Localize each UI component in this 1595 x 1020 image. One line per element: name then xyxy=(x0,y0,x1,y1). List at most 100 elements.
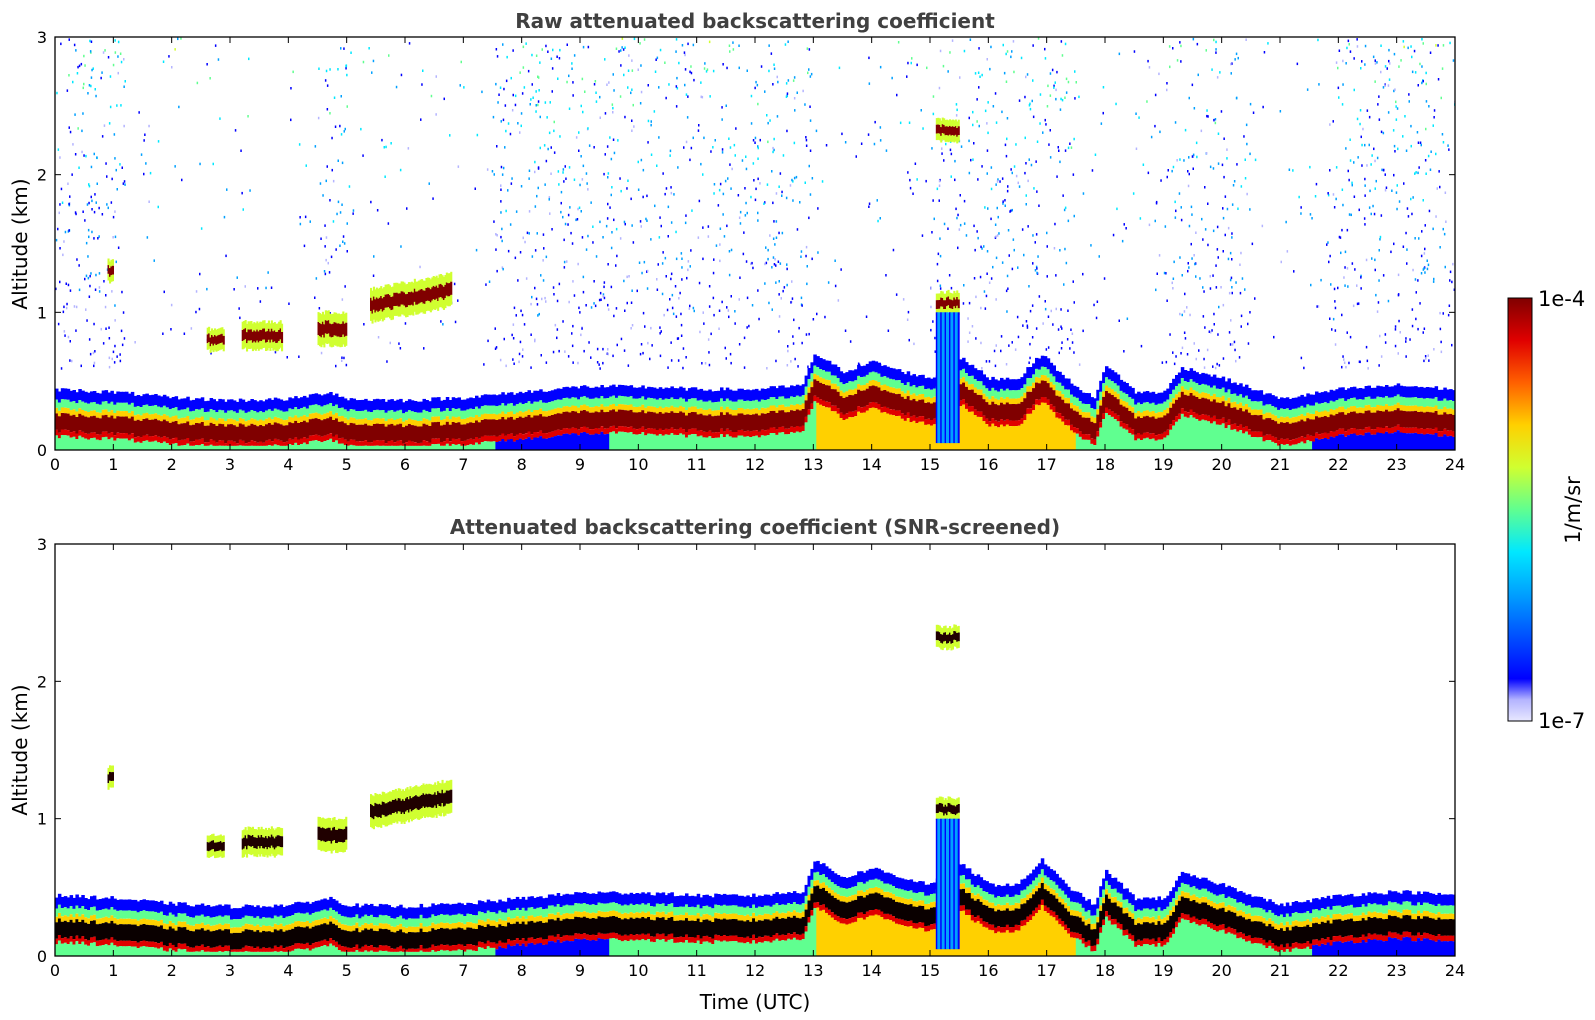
noise-speck xyxy=(1249,208,1251,211)
bl-cell xyxy=(486,405,491,414)
noise-speck xyxy=(318,67,320,70)
noise-speck xyxy=(1029,356,1031,360)
noise-speck xyxy=(1362,127,1364,131)
bl-cell xyxy=(714,391,718,402)
noise-speck xyxy=(1397,352,1399,355)
bl-cell xyxy=(860,407,864,413)
noise-speck xyxy=(495,248,497,251)
noise-speck xyxy=(619,95,622,98)
noise-speck xyxy=(1207,243,1209,247)
bl-cell xyxy=(690,406,695,412)
noise-speck xyxy=(644,325,646,328)
noise-speck xyxy=(680,334,683,337)
bl-cell xyxy=(1119,390,1124,400)
bl-cell xyxy=(539,414,543,431)
bl-cell xyxy=(1312,441,1316,450)
noise-speck xyxy=(639,220,642,223)
bl-cell xyxy=(311,418,316,436)
bl-cell xyxy=(1282,422,1287,440)
noise-speck xyxy=(320,237,322,240)
bl-cell xyxy=(504,419,508,436)
bl-cell xyxy=(463,424,467,441)
noise-speck xyxy=(314,145,317,148)
noise-speck xyxy=(1172,165,1175,169)
bl-cell xyxy=(1002,398,1007,405)
bl-cell xyxy=(655,435,660,450)
noise-speck xyxy=(1334,300,1336,303)
noise-speck xyxy=(880,363,882,367)
bl-cell xyxy=(795,409,800,426)
noise-speck xyxy=(1231,286,1233,289)
noise-speck xyxy=(585,248,588,251)
bl-cell xyxy=(1058,391,1062,397)
noise-speck xyxy=(773,63,775,66)
bl-cell xyxy=(1367,385,1371,397)
noise-speck xyxy=(1423,252,1426,255)
bl-cell xyxy=(702,415,706,432)
bl-cell xyxy=(1011,390,1016,399)
bl-cell xyxy=(308,413,313,420)
noise-speck xyxy=(746,326,748,329)
bl-cell xyxy=(670,427,674,434)
bl-cell xyxy=(932,377,937,389)
bl-cell xyxy=(1017,425,1021,450)
noise-speck xyxy=(809,149,812,152)
bl-cell xyxy=(1166,399,1170,408)
bl-cell xyxy=(180,417,184,424)
noise-speck xyxy=(157,205,159,209)
noise-speck xyxy=(547,50,549,53)
bl-cell xyxy=(521,434,526,440)
noise-speck xyxy=(718,188,721,192)
bl-cell xyxy=(323,435,327,442)
bl-cell xyxy=(250,440,254,446)
bl-cell xyxy=(682,429,686,435)
noise-speck xyxy=(530,366,532,369)
noise-speck xyxy=(1361,60,1363,63)
bl-cell xyxy=(822,406,826,450)
noise-speck xyxy=(792,180,794,183)
bl-cell xyxy=(985,377,989,389)
bl-cell xyxy=(1107,379,1112,388)
bl-cell xyxy=(1090,397,1094,409)
bl-cell xyxy=(650,411,654,429)
noise-speck xyxy=(911,57,913,60)
bl-cell xyxy=(419,412,424,421)
noise-speck xyxy=(494,327,496,330)
bl-cell xyxy=(492,441,496,450)
noise-speck xyxy=(1188,266,1190,269)
bl-cell xyxy=(151,436,155,442)
bl-cell xyxy=(326,412,330,419)
bl-cell xyxy=(72,409,76,415)
bl-cell xyxy=(670,397,674,406)
bl-cell xyxy=(1113,372,1118,384)
bl-cell xyxy=(892,415,896,450)
bl-cell xyxy=(997,427,1001,450)
noise-speck xyxy=(656,164,658,167)
noise-speck xyxy=(123,337,126,340)
bl-cell xyxy=(909,375,914,387)
bl-cell xyxy=(1259,390,1264,402)
bl-cell xyxy=(895,388,899,395)
noise-speck xyxy=(140,153,143,156)
noise-speck xyxy=(891,76,893,80)
noise-speck xyxy=(746,69,748,72)
noise-speck xyxy=(1425,172,1427,175)
bl-cell xyxy=(1029,413,1033,450)
bl-cell xyxy=(60,407,65,413)
noise-speck xyxy=(607,352,609,356)
bl-cell xyxy=(1192,412,1196,418)
noise-speck xyxy=(376,209,379,212)
bl-cell xyxy=(556,388,561,400)
bl-cell xyxy=(580,432,584,450)
noise-speck xyxy=(1216,362,1218,366)
bl-cell xyxy=(317,405,321,414)
noise-speck xyxy=(1402,40,1405,43)
bl-cell xyxy=(542,416,546,433)
noise-speck xyxy=(931,147,933,150)
bl-cell xyxy=(661,388,666,400)
noise-speck xyxy=(344,127,346,131)
noise-speck xyxy=(627,86,629,89)
bl-cell xyxy=(1172,378,1176,390)
bl-cell xyxy=(477,408,482,417)
bl-cell xyxy=(1020,388,1024,397)
